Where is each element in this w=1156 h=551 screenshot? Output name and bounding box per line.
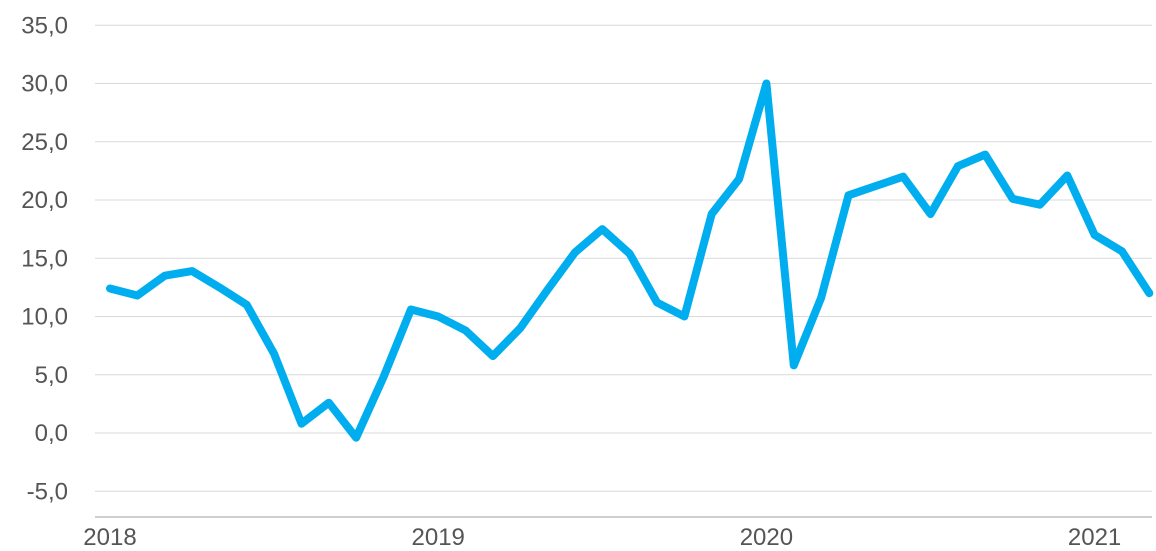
data-point	[790, 361, 798, 369]
data-point	[462, 327, 470, 335]
data-point	[1036, 201, 1044, 209]
data-point	[872, 182, 880, 190]
data-point	[1091, 231, 1099, 239]
y-tick-label: 5,0	[35, 362, 68, 389]
y-tick-label: 25,0	[21, 129, 68, 156]
data-point	[270, 350, 278, 358]
data-point	[243, 301, 251, 309]
gridlines	[95, 24, 1152, 518]
data-point	[1118, 247, 1126, 255]
data-point	[708, 210, 716, 218]
x-tick-label: 2020	[740, 524, 793, 551]
data-point	[899, 173, 907, 181]
data-point	[927, 210, 935, 218]
y-tick-label: 15,0	[21, 245, 68, 272]
data-point	[954, 162, 962, 170]
data-point	[188, 267, 196, 275]
data-point	[407, 306, 415, 314]
data-point	[1009, 195, 1017, 203]
data-point	[845, 191, 853, 199]
data-point	[981, 151, 989, 159]
data-point	[653, 299, 661, 307]
y-axis-ticks: -5,0 0,0 5,0 10,0 15,0 20,0 25,0 30,0 35,0	[21, 12, 68, 505]
data-point	[434, 313, 442, 321]
data-point	[598, 225, 606, 233]
data-point	[325, 399, 333, 407]
data-point	[161, 272, 169, 280]
data-point	[762, 80, 770, 88]
x-tick-label: 2019	[412, 524, 465, 551]
y-tick-label: 30,0	[21, 71, 68, 98]
series-layer	[106, 79, 1154, 442]
data-point	[352, 434, 360, 442]
data-point	[516, 324, 524, 332]
data-point	[380, 373, 388, 381]
data-point	[489, 352, 497, 360]
data-point	[817, 294, 825, 302]
x-tick-label: 2021	[1068, 524, 1121, 551]
series-line	[106, 79, 1154, 442]
data-point	[298, 420, 306, 428]
data-point	[106, 285, 114, 293]
data-point	[544, 286, 552, 294]
y-tick-label: 35,0	[21, 12, 68, 39]
data-point	[735, 175, 743, 183]
data-point	[215, 283, 223, 291]
x-tick-label: 2018	[83, 524, 136, 551]
y-tick-label: 0,0	[35, 420, 68, 447]
x-axis-ticks: 2018 2019 2020 2021	[83, 524, 1121, 551]
data-point	[1063, 172, 1071, 180]
y-tick-label: 20,0	[21, 187, 68, 214]
data-point	[626, 250, 634, 258]
data-point	[680, 313, 688, 321]
y-tick-label: 10,0	[21, 304, 68, 331]
y-tick-label: -5,0	[27, 478, 68, 505]
data-point	[1145, 289, 1153, 297]
data-point	[133, 292, 141, 300]
data-point	[571, 248, 579, 256]
